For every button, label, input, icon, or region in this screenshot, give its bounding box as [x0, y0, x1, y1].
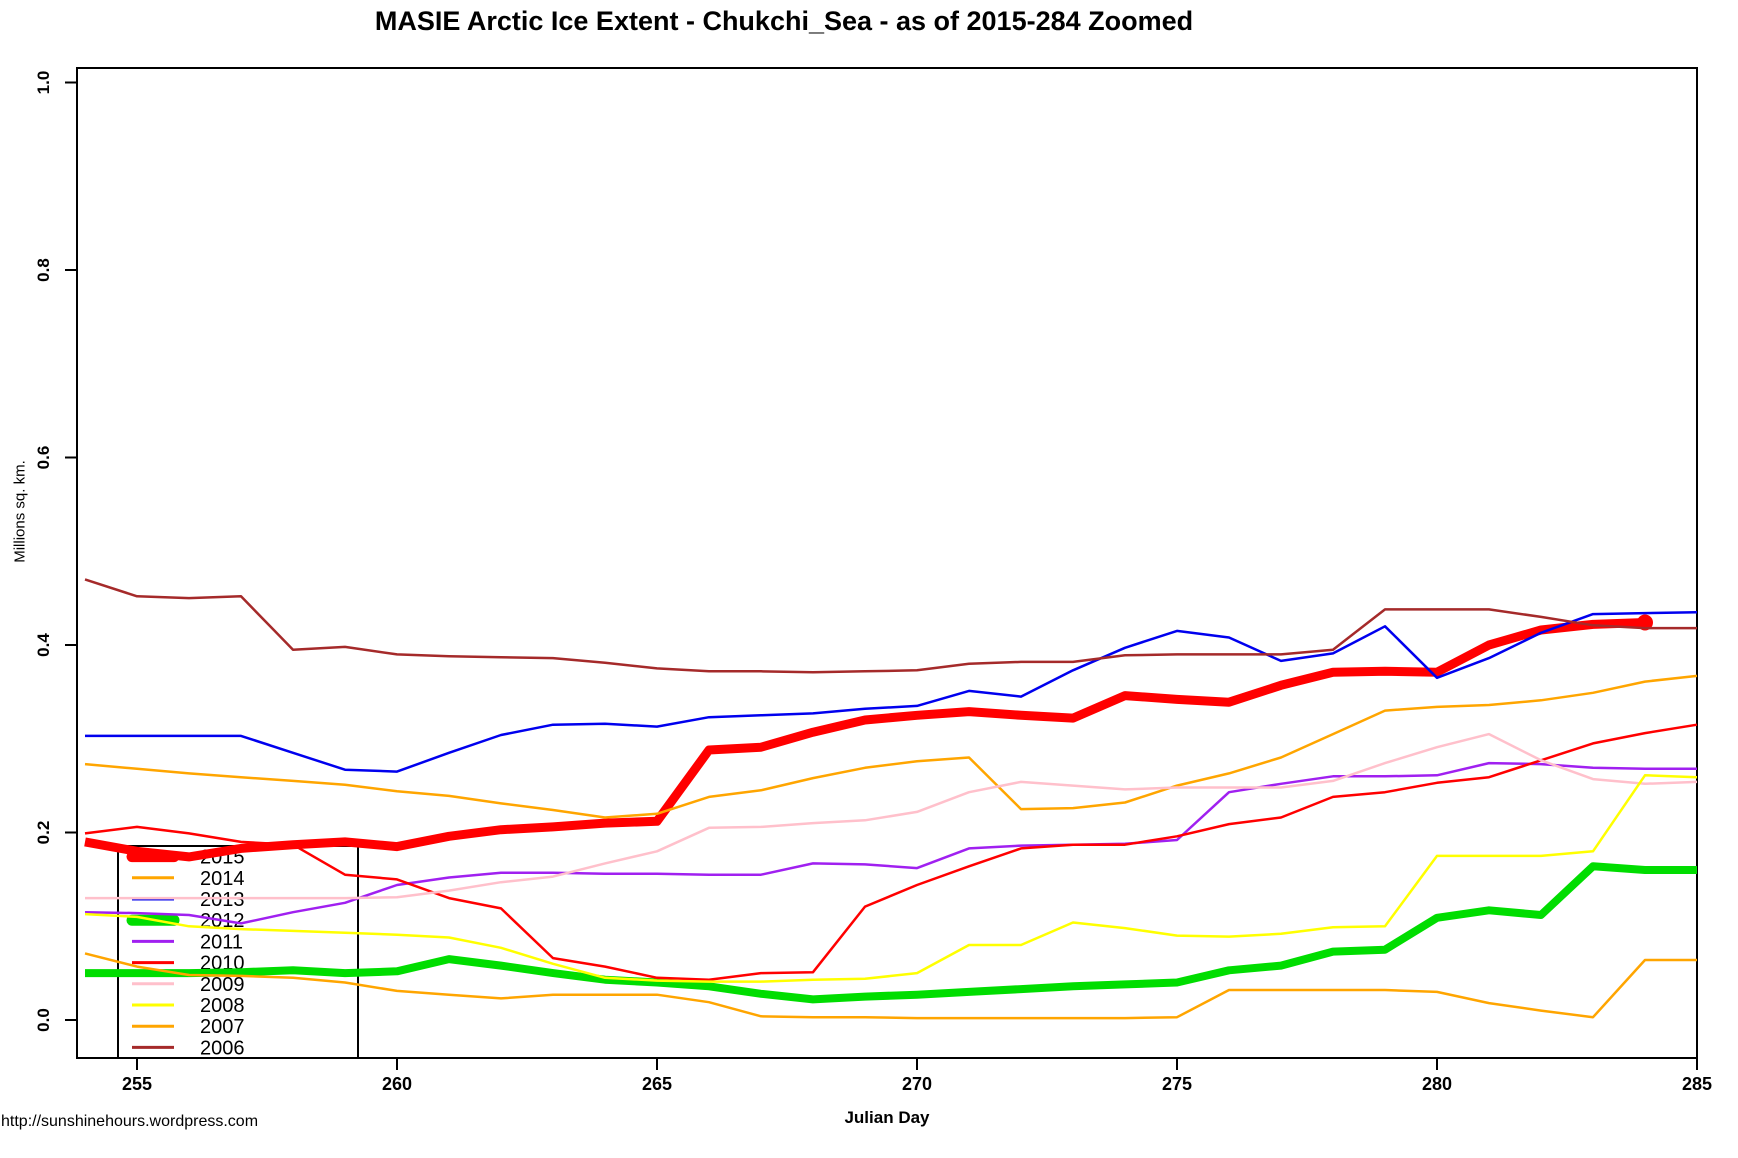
y-tick-label: 1.0: [34, 71, 53, 95]
series-line-2006: [84, 578, 1697, 674]
y-tick-label: 0.6: [34, 446, 53, 470]
series-line-2014: [84, 674, 1698, 819]
legend-label-2007: 2007: [200, 1016, 245, 1038]
legend-label-2008: 2008: [200, 995, 245, 1017]
x-tick-label: 255: [122, 1074, 152, 1094]
x-axis-title: Julian Day: [844, 1108, 930, 1127]
x-tick-label: 275: [1162, 1074, 1192, 1094]
series-end-dot-2015: [1637, 614, 1653, 631]
series-line-2015: [84, 618, 1646, 862]
y-tick-label: 0.4: [34, 633, 53, 657]
plot-box: [76, 67, 1698, 1059]
y-tick-label: 0.2: [34, 821, 53, 845]
legend-label-2006: 2006: [200, 1037, 245, 1059]
legend-label-2011: 2011: [200, 931, 243, 953]
series-line-2011: [84, 761, 1697, 925]
x-tick-label: 280: [1422, 1074, 1452, 1094]
y-tick-label: 0.8: [34, 258, 53, 282]
y-axis-title: Millions sq. km.: [11, 460, 29, 563]
series-line-2007: [84, 952, 1697, 1020]
legend-label-2013: 2013: [200, 889, 245, 911]
series-line-2012: [85, 862, 1697, 1004]
footer-url: http://sunshinehours.wordpress.com: [1, 1113, 259, 1130]
series-line-2008: [84, 774, 1698, 983]
chart-title: MASIE Arctic Ice Extent - Chukchi_Sea - …: [374, 6, 1194, 36]
x-tick-label: 270: [902, 1074, 932, 1094]
x-tick-label: 260: [382, 1074, 412, 1094]
series-line-2010: [84, 723, 1698, 981]
series-line-2009: [85, 732, 1698, 900]
legend-label-2014: 2014: [200, 868, 245, 890]
x-tick-label: 285: [1682, 1074, 1712, 1094]
x-tick-label: 265: [642, 1074, 672, 1094]
legend-label-2009: 2009: [200, 974, 245, 996]
series-line-2013: [85, 610, 1698, 773]
y-tick-label: 0.0: [34, 1008, 53, 1032]
